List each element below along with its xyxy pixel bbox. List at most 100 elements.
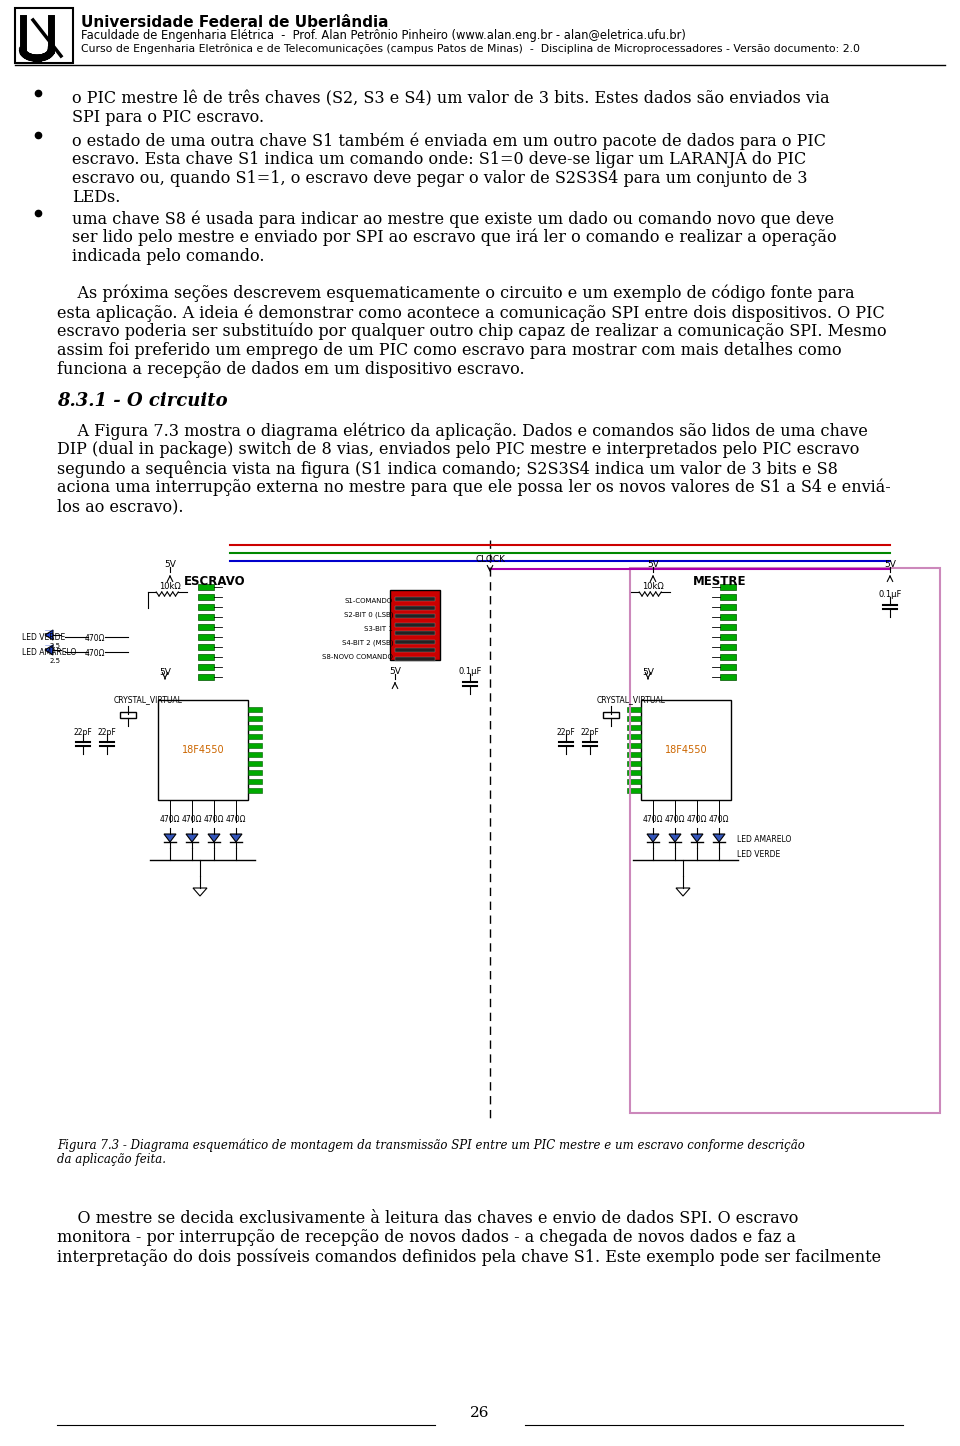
Text: segundo a sequência vista na figura (S1 indica comando; S2S3S4 indica um valor d: segundo a sequência vista na figura (S1 … bbox=[57, 460, 838, 477]
Text: 22pF: 22pF bbox=[74, 727, 92, 737]
Text: 0.1μF: 0.1μF bbox=[458, 667, 482, 675]
Polygon shape bbox=[164, 834, 176, 842]
Text: Curso de Engenharia Eletrônica e de Telecomunicações (campus Patos de Minas)  - : Curso de Engenharia Eletrônica e de Tele… bbox=[81, 43, 860, 54]
Text: escravo poderia ser substituído por qualquer outro chip capaz de realizar a comu: escravo poderia ser substituído por qual… bbox=[57, 322, 887, 340]
Text: CLOCK: CLOCK bbox=[475, 555, 505, 564]
Bar bbox=[627, 716, 641, 722]
Bar bbox=[627, 788, 641, 792]
Text: 470Ω: 470Ω bbox=[204, 816, 225, 824]
Text: Figura 7.3 - Diagrama esquemático de montagem da transmissão SPI entre um PIC me: Figura 7.3 - Diagrama esquemático de mon… bbox=[57, 1138, 804, 1151]
Bar bbox=[720, 615, 736, 620]
Bar bbox=[720, 625, 736, 630]
Bar bbox=[395, 615, 435, 617]
Bar bbox=[248, 716, 262, 722]
Text: As próxima seções descrevem esquematicamente o circuito e um exemplo de código f: As próxima seções descrevem esquematicam… bbox=[57, 285, 854, 302]
Text: LEDs.: LEDs. bbox=[72, 189, 120, 205]
Bar bbox=[198, 584, 214, 590]
Bar bbox=[395, 648, 435, 652]
Text: Faculdade de Engenharia Elétrica  -  Prof. Alan Petrônio Pinheiro (www.alan.eng.: Faculdade de Engenharia Elétrica - Prof.… bbox=[81, 29, 685, 42]
Polygon shape bbox=[647, 834, 659, 842]
Text: S3-BIT 1: S3-BIT 1 bbox=[364, 626, 393, 632]
Bar bbox=[395, 606, 435, 610]
Bar bbox=[720, 654, 736, 659]
Bar bbox=[198, 625, 214, 630]
Text: 18F4550: 18F4550 bbox=[664, 745, 708, 755]
Polygon shape bbox=[208, 834, 220, 842]
Bar bbox=[198, 615, 214, 620]
Bar bbox=[720, 643, 736, 651]
Text: 470Ω: 470Ω bbox=[686, 816, 708, 824]
Bar bbox=[627, 779, 641, 784]
Text: 8.3.1 - O circuito: 8.3.1 - O circuito bbox=[57, 392, 228, 411]
Bar bbox=[603, 711, 619, 719]
Bar bbox=[720, 674, 736, 680]
Text: o PIC mestre lê de três chaves (S2, S3 e S4) um valor de 3 bits. Estes dados são: o PIC mestre lê de três chaves (S2, S3 e… bbox=[72, 90, 829, 107]
Text: 10kΩ: 10kΩ bbox=[642, 581, 664, 591]
Bar bbox=[720, 594, 736, 600]
Text: funciona a recepção de dados em um dispositivo escravo.: funciona a recepção de dados em um dispo… bbox=[57, 362, 524, 377]
Bar bbox=[720, 604, 736, 610]
Text: los ao escravo).: los ao escravo). bbox=[57, 497, 183, 515]
Text: 5V: 5V bbox=[389, 667, 401, 675]
Text: 470Ω: 470Ω bbox=[643, 816, 663, 824]
Polygon shape bbox=[669, 834, 681, 842]
Text: LED AMARELO: LED AMARELO bbox=[22, 648, 77, 656]
Bar bbox=[248, 788, 262, 792]
Bar bbox=[198, 674, 214, 680]
Bar bbox=[627, 761, 641, 766]
Bar bbox=[248, 743, 262, 748]
Text: S4-BIT 2 (MSB): S4-BIT 2 (MSB) bbox=[342, 641, 393, 646]
Text: S8-NOVO COMANDO: S8-NOVO COMANDO bbox=[323, 654, 393, 659]
Text: LED AMARELO: LED AMARELO bbox=[737, 834, 791, 844]
Polygon shape bbox=[186, 834, 198, 842]
Polygon shape bbox=[713, 834, 725, 842]
Text: 470Ω: 470Ω bbox=[84, 649, 106, 658]
Text: escravo ou, quando S1=1, o escravo deve pegar o valor de S2S3S4 para um conjunto: escravo ou, quando S1=1, o escravo deve … bbox=[72, 171, 807, 187]
Bar bbox=[395, 656, 435, 661]
Polygon shape bbox=[193, 888, 207, 897]
Text: esta aplicação. A ideia é demonstrar como acontece a comunicação SPI entre dois : esta aplicação. A ideia é demonstrar com… bbox=[57, 304, 885, 321]
Text: LED VERDE: LED VERDE bbox=[737, 850, 780, 859]
Text: 470Ω: 470Ω bbox=[159, 816, 180, 824]
Text: interpretação do dois possíveis comandos definidos pela chave S1. Este exemplo p: interpretação do dois possíveis comandos… bbox=[57, 1248, 881, 1265]
Bar bbox=[720, 584, 736, 590]
Text: 0.1μF: 0.1μF bbox=[878, 590, 901, 599]
Text: 5V: 5V bbox=[647, 560, 659, 568]
Text: Universidade Federal de Uberlândia: Universidade Federal de Uberlândia bbox=[81, 14, 389, 30]
Bar bbox=[15, 9, 73, 64]
Bar bbox=[720, 633, 736, 641]
Text: uma chave S8 é usada para indicar ao mestre que existe um dado ou comando novo q: uma chave S8 é usada para indicar ao mes… bbox=[72, 210, 834, 227]
Bar bbox=[198, 654, 214, 659]
Text: 26: 26 bbox=[470, 1406, 490, 1420]
Bar bbox=[627, 724, 641, 730]
Bar bbox=[390, 590, 440, 659]
Text: DIP (dual in package) switch de 8 vias, enviados pelo PIC mestre e interpretados: DIP (dual in package) switch de 8 vias, … bbox=[57, 441, 859, 458]
Bar bbox=[395, 597, 435, 602]
Text: da aplicação feita.: da aplicação feita. bbox=[57, 1152, 166, 1165]
Polygon shape bbox=[676, 888, 690, 897]
Bar bbox=[248, 735, 262, 739]
Bar bbox=[198, 633, 214, 641]
Text: aciona uma interrupção externa no mestre para que ele possa ler os novos valores: aciona uma interrupção externa no mestre… bbox=[57, 479, 891, 496]
Text: o estado de uma outra chave S1 também é enviada em um outro pacote de dados para: o estado de uma outra chave S1 também é … bbox=[72, 132, 826, 149]
Text: 470Ω: 470Ω bbox=[84, 633, 106, 643]
Bar bbox=[630, 568, 940, 1113]
Text: A Figura 7.3 mostra o diagrama elétrico da aplicação. Dados e comandos são lidos: A Figura 7.3 mostra o diagrama elétrico … bbox=[57, 422, 868, 440]
Text: 470Ω: 470Ω bbox=[664, 816, 685, 824]
Text: escravo. Esta chave S1 indica um comando onde: S1=0 deve-se ligar um LARANJA do : escravo. Esta chave S1 indica um comando… bbox=[72, 150, 806, 168]
Text: 5V: 5V bbox=[884, 560, 896, 568]
Bar bbox=[248, 752, 262, 758]
Text: ser lido pelo mestre e enviado por SPI ao escravo que irá ler o comando e realiz: ser lido pelo mestre e enviado por SPI a… bbox=[72, 228, 836, 246]
Polygon shape bbox=[45, 630, 53, 641]
Bar bbox=[158, 700, 248, 800]
Bar bbox=[15, 538, 945, 1124]
Bar bbox=[627, 735, 641, 739]
Text: 22pF: 22pF bbox=[581, 727, 599, 737]
Text: S1-COMANDO: S1-COMANDO bbox=[345, 599, 393, 604]
Bar bbox=[395, 639, 435, 643]
Bar bbox=[198, 604, 214, 610]
Text: 470Ω: 470Ω bbox=[226, 816, 247, 824]
Bar bbox=[720, 664, 736, 669]
Text: ESCRAVO: ESCRAVO bbox=[184, 576, 246, 589]
Text: LED VERDE: LED VERDE bbox=[22, 633, 65, 642]
